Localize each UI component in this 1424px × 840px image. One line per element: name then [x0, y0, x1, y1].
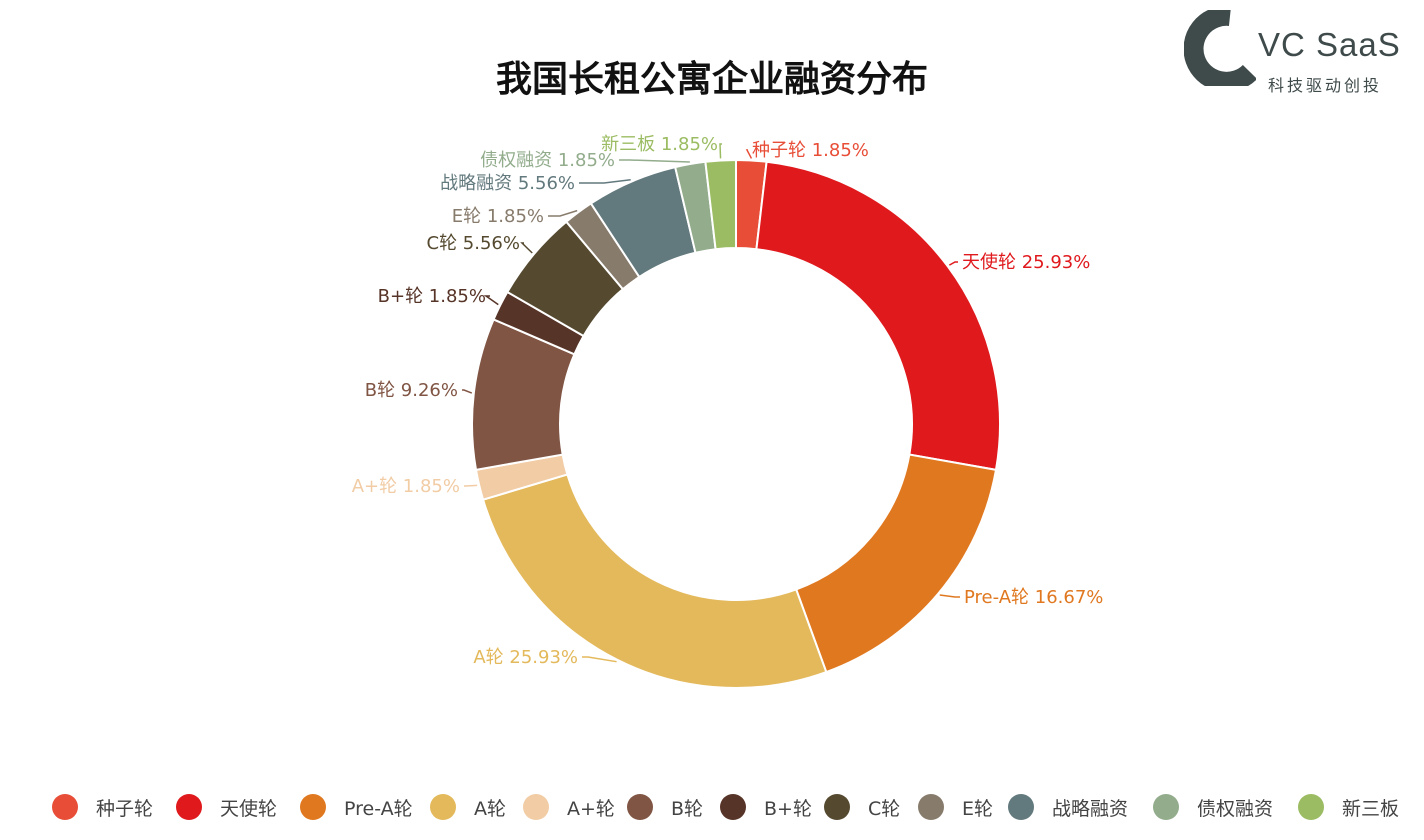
legend-label: A+轮: [567, 797, 615, 820]
leader-line-6: [462, 389, 473, 394]
legend-swatch-icon: [720, 794, 746, 820]
legend-label: 战略融资: [1052, 797, 1129, 820]
legend-swatch-icon: [176, 794, 202, 820]
leader-line-7: [483, 295, 499, 306]
legend-swatch-icon: [52, 794, 78, 820]
slice-label-8: C轮 5.56%: [427, 233, 520, 254]
legend-item-11[interactable]: 债权融资: [1153, 790, 1273, 824]
legend-item-2[interactable]: 天使轮: [176, 790, 277, 824]
leader-line-11: [619, 159, 690, 163]
slice-label-11: 债权融资 1.85%: [480, 150, 615, 171]
leader-line-1: [745, 149, 753, 159]
donut-slice-3[interactable]: [794, 453, 998, 674]
legend-label: B轮: [671, 797, 704, 820]
leader-line-9: [548, 209, 578, 217]
legend-swatch-icon: [300, 794, 326, 820]
slice-label-4: A轮 25.93%: [473, 647, 578, 668]
legend-item-10[interactable]: 战略融资: [1008, 790, 1128, 824]
leader-line-10: [579, 178, 631, 184]
legend-swatch-icon: [430, 794, 456, 820]
donut-slice-4[interactable]: [481, 473, 828, 689]
donut-slices: [471, 158, 1001, 689]
legend-label: 债权融资: [1197, 797, 1274, 820]
legend-item-4[interactable]: A轮: [430, 790, 506, 824]
leader-line-5: [464, 484, 478, 487]
brand-tagline: 科技驱动创投: [1268, 76, 1383, 95]
legend-swatch-icon: [918, 794, 944, 820]
leader-line-12: [719, 143, 722, 159]
leader-line-2: [948, 261, 958, 266]
legend-label: Pre-A轮: [344, 797, 413, 820]
leader-line-8: [520, 242, 533, 254]
legend-swatch-icon: [627, 794, 653, 820]
legend-swatch-icon: [1008, 794, 1034, 820]
donut-chart: 种子轮 1.85% 天使轮 25.93% Pre-A轮 16.67% A轮 25.93…: [352, 134, 1104, 689]
legend-item-3[interactable]: Pre-A轮: [300, 790, 413, 824]
legend-item-12[interactable]: 新三板: [1298, 790, 1399, 824]
legend-item-8[interactable]: C轮: [824, 790, 900, 824]
legend-item-6[interactable]: B轮: [627, 790, 703, 824]
slice-label-6: B轮 9.26%: [365, 380, 458, 401]
leader-line-3: [939, 594, 960, 598]
slice-label-12: 新三板 1.85%: [601, 134, 718, 155]
brand-mark-icon: [1184, 10, 1256, 86]
chart-title: 我国长租公寓企业融资分布: [495, 59, 928, 100]
legend-label: A轮: [474, 797, 506, 820]
legend-item-5[interactable]: A+轮: [523, 790, 615, 824]
leader-line-4: [582, 656, 617, 663]
legend-label: C轮: [868, 797, 901, 820]
legend-swatch-icon: [523, 794, 549, 820]
slice-label-3: Pre-A轮 16.67%: [964, 587, 1103, 608]
legend-item-9[interactable]: E轮: [918, 790, 993, 824]
slice-label-5: A+轮 1.85%: [352, 476, 460, 497]
brand-logo: VC SaaS 科技驱动创投: [1184, 10, 1414, 95]
slice-label-2: 天使轮 25.93%: [962, 252, 1090, 273]
legend-label: 新三板: [1342, 797, 1400, 820]
legend-label: 种子轮: [96, 797, 154, 820]
legend-item-7[interactable]: B+轮: [720, 790, 812, 824]
legend-swatch-icon: [1298, 794, 1324, 820]
legend-swatch-icon: [824, 794, 850, 820]
slice-label-10: 战略融资 5.56%: [440, 173, 575, 194]
donut-slice-12[interactable]: [704, 158, 737, 251]
legend-swatch-icon: [1153, 794, 1179, 820]
brand-name: VC SaaS: [1258, 26, 1401, 63]
donut-slice-2[interactable]: [755, 160, 1001, 471]
legend-label: B+轮: [764, 797, 812, 820]
legend-item-1[interactable]: 种子轮: [52, 790, 153, 824]
chart-legend: 种子轮 天使轮 Pre-A轮 A轮 A+轮 B轮 B+轮 C轮 E轮 战略融资 债权融资 新三板: [0, 790, 1424, 824]
slice-label-1: 种子轮 1.85%: [752, 140, 869, 161]
slice-label-7: B+轮 1.85%: [378, 286, 486, 307]
slice-labels: 种子轮 1.85% 天使轮 25.93% Pre-A轮 16.67% A轮 25.93…: [352, 134, 1104, 668]
legend-label: E轮: [962, 797, 994, 820]
legend-label: 天使轮: [220, 797, 278, 820]
slice-label-9: E轮 1.85%: [452, 206, 544, 227]
label-leader-lines: [462, 143, 960, 663]
